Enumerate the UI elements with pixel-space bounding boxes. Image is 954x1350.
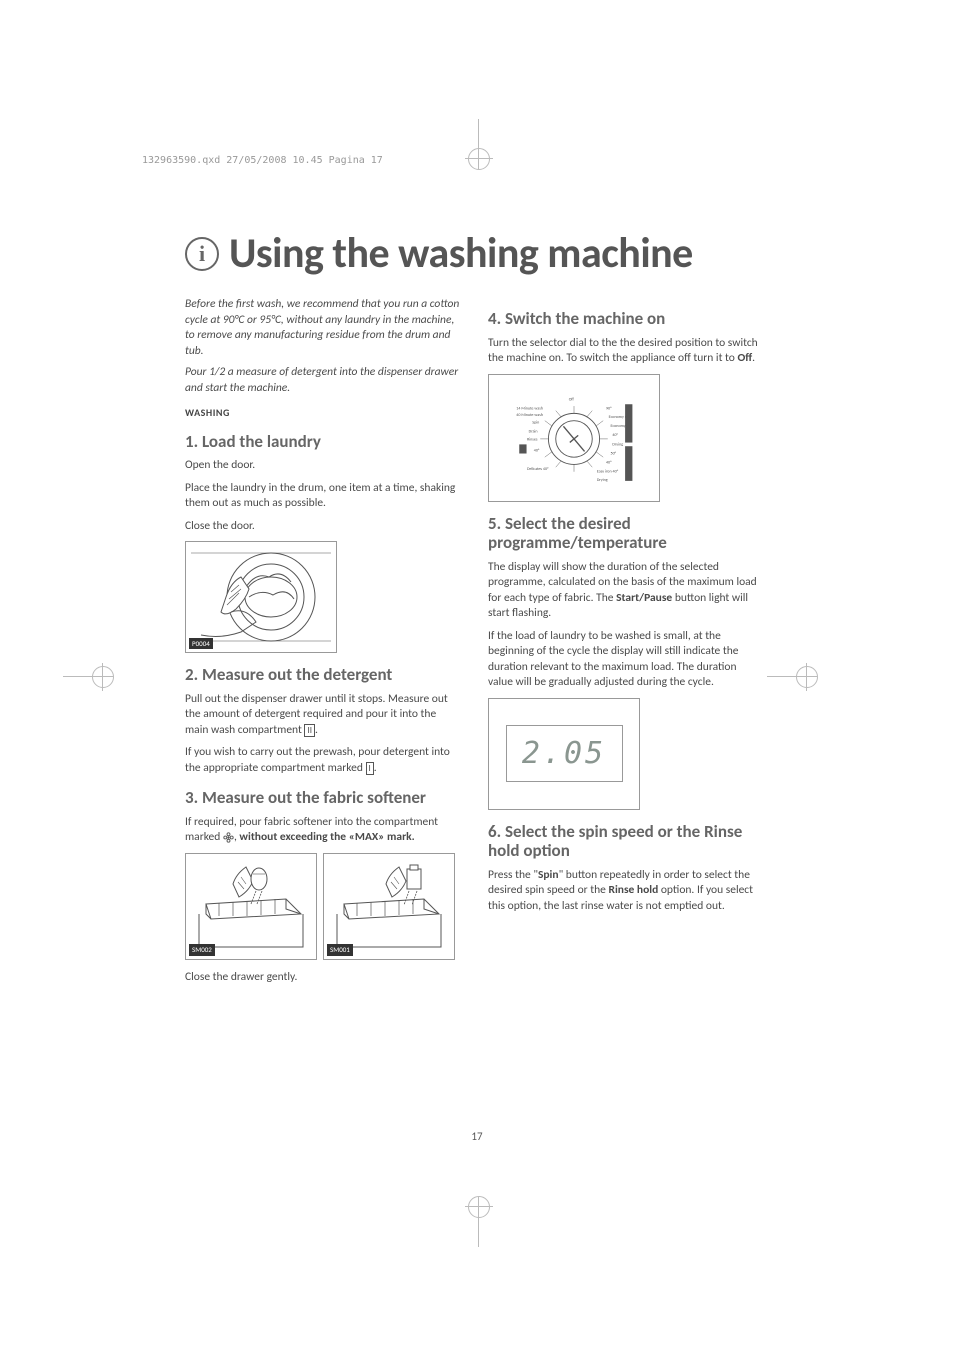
page-content: i Using the washing machine Before the f… bbox=[185, 228, 765, 992]
crop-mark-top bbox=[468, 148, 490, 170]
right-column: 4. Switch the machine on Turn the select… bbox=[488, 297, 763, 992]
left-column: Before the first wash, we recommend that… bbox=[185, 297, 460, 992]
figure-display: 2.05 bbox=[488, 698, 640, 810]
figure-drawer2-label: SM001 bbox=[327, 944, 353, 955]
sec5-p2: If the load of laundry to be washed is s… bbox=[488, 629, 763, 691]
sec6-title: 6. Select the spin speed or the Rinse ho… bbox=[488, 822, 763, 861]
svg-text:40°: 40° bbox=[534, 448, 540, 453]
figure-drum-label: P0004 bbox=[189, 638, 213, 649]
crop-mark-bottom bbox=[468, 1196, 490, 1218]
sec5-title: 5. Select the desired programme/temperat… bbox=[488, 514, 763, 553]
sec2-title: 2. Measure out the detergent bbox=[185, 665, 460, 685]
sec2-p1: Pull out the dispenser drawer until it s… bbox=[185, 692, 460, 739]
figure-drawer1-label: SM002 bbox=[189, 944, 215, 955]
sec3-title: 3. Measure out the fabric softener bbox=[185, 788, 460, 808]
softener-flower-icon bbox=[223, 832, 234, 843]
intro-block: Before the first wash, we recommend that… bbox=[185, 297, 460, 396]
svg-text:Delicates 40°: Delicates 40° bbox=[527, 467, 549, 472]
svg-text:40°: 40° bbox=[612, 433, 618, 438]
svg-text:14 Minute wash: 14 Minute wash bbox=[516, 406, 543, 411]
svg-text:Drain: Drain bbox=[529, 429, 538, 434]
sec4-title: 4. Switch the machine on bbox=[488, 309, 763, 329]
compartment-2-icon: II bbox=[304, 724, 315, 737]
svg-text:Easy iron 40°: Easy iron 40° bbox=[597, 469, 619, 474]
svg-text:40°: 40° bbox=[606, 460, 612, 465]
drawer-figures: SM002 SM001 bbox=[185, 853, 460, 960]
columns: Before the first wash, we recommend that… bbox=[185, 297, 765, 992]
drawer-illustration-2 bbox=[329, 859, 449, 954]
sec5-p1: The display will show the duration of th… bbox=[488, 560, 763, 622]
info-icon: i bbox=[185, 237, 219, 271]
svg-text:Spin: Spin bbox=[532, 420, 539, 425]
sec3-close: Close the drawer gently. bbox=[185, 970, 460, 986]
sec3-p1: If required, pour fabric softener into t… bbox=[185, 815, 460, 846]
page-title: Using the washing machine bbox=[229, 228, 693, 279]
washing-label: WASHING bbox=[185, 406, 460, 420]
svg-text:50°: 50° bbox=[611, 451, 617, 456]
compartment-1-icon: I bbox=[366, 762, 374, 775]
intro-p2: Pour 1/2 a measure of detergent into the… bbox=[185, 365, 460, 396]
crop-mark-left bbox=[92, 666, 114, 688]
sec1-title: 1. Load the laundry bbox=[185, 432, 460, 452]
crop-header: 132963590.qxd 27/05/2008 10.45 Pagina 17 bbox=[142, 155, 383, 166]
crop-mark-right bbox=[796, 666, 818, 688]
sec4-p1: Turn the selector dial to the the desire… bbox=[488, 336, 763, 367]
sec1-p2: Place the laundry in the drum, one item … bbox=[185, 481, 460, 512]
figure-drawer-2: SM001 bbox=[323, 853, 455, 960]
sec2-p2: If you wish to carry out the prewash, po… bbox=[185, 745, 460, 776]
intro-p1: Before the first wash, we recommend that… bbox=[185, 297, 460, 359]
svg-text:Rinses: Rinses bbox=[527, 437, 538, 442]
page-number: 17 bbox=[0, 1130, 954, 1143]
sec6-p1: Press the "Spin" button repeatedly in or… bbox=[488, 868, 763, 915]
drawer-illustration-1 bbox=[191, 859, 311, 954]
digital-display: 2.05 bbox=[506, 725, 623, 782]
sec1-p3: Close the door. bbox=[185, 519, 460, 535]
title-row: i Using the washing machine bbox=[185, 228, 765, 279]
sec1-p1: Open the door. bbox=[185, 458, 460, 474]
dial-illustration: 14 Minute wash 40 Minute wash Spin Drain… bbox=[501, 383, 647, 493]
figure-drum: P0004 bbox=[185, 541, 337, 653]
svg-text:Drying: Drying bbox=[612, 442, 623, 447]
figure-dial: 14 Minute wash 40 Minute wash Spin Drain… bbox=[488, 374, 660, 502]
svg-text:90°: 90° bbox=[606, 406, 612, 411]
svg-text:40 Minute wash: 40 Minute wash bbox=[516, 413, 543, 418]
svg-text:Drying: Drying bbox=[597, 477, 608, 482]
svg-text:Off: Off bbox=[569, 397, 575, 402]
drum-illustration bbox=[191, 547, 331, 647]
figure-drawer-1: SM002 bbox=[185, 853, 317, 960]
